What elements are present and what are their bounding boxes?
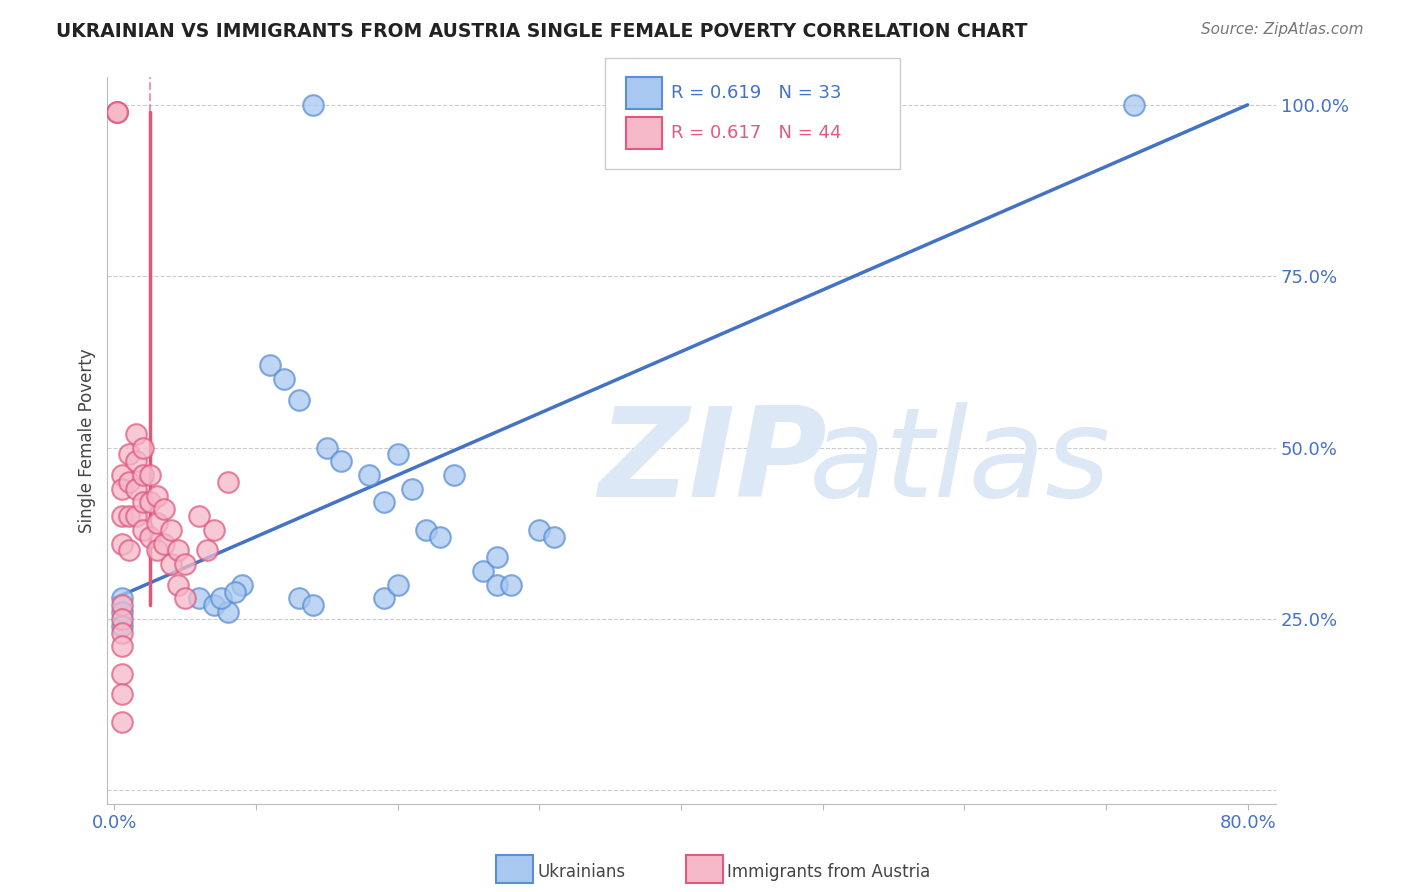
Point bbox=[316, 441, 339, 455]
Point bbox=[132, 523, 155, 537]
Point bbox=[529, 523, 551, 537]
Point bbox=[139, 530, 162, 544]
Point bbox=[110, 612, 132, 626]
Point bbox=[139, 495, 162, 509]
Point bbox=[160, 523, 183, 537]
Text: R = 0.619   N = 33: R = 0.619 N = 33 bbox=[671, 84, 841, 102]
Point bbox=[110, 687, 132, 701]
Point bbox=[110, 598, 132, 612]
Point bbox=[373, 591, 395, 606]
Point bbox=[125, 454, 148, 468]
Text: atlas: atlas bbox=[808, 402, 1111, 523]
Point bbox=[485, 577, 508, 591]
Text: UKRAINIAN VS IMMIGRANTS FROM AUSTRIA SINGLE FEMALE POVERTY CORRELATION CHART: UKRAINIAN VS IMMIGRANTS FROM AUSTRIA SIN… bbox=[56, 22, 1028, 41]
Point bbox=[1123, 98, 1146, 112]
Point bbox=[110, 714, 132, 729]
Point bbox=[105, 104, 128, 119]
Point bbox=[167, 577, 190, 591]
Point bbox=[117, 543, 139, 558]
Point bbox=[174, 591, 197, 606]
Point bbox=[174, 557, 197, 571]
Point bbox=[117, 447, 139, 461]
Point bbox=[259, 359, 281, 373]
Text: R = 0.617   N = 44: R = 0.617 N = 44 bbox=[671, 124, 841, 142]
Point bbox=[202, 523, 225, 537]
Point bbox=[110, 625, 132, 640]
Point bbox=[387, 577, 409, 591]
Point bbox=[110, 591, 132, 606]
Point bbox=[117, 509, 139, 524]
Point bbox=[110, 509, 132, 524]
Point bbox=[146, 489, 169, 503]
Point bbox=[146, 543, 169, 558]
Point bbox=[146, 516, 169, 530]
Point bbox=[110, 619, 132, 633]
Point bbox=[139, 467, 162, 482]
Point bbox=[401, 482, 423, 496]
Point bbox=[443, 467, 465, 482]
Text: Immigrants from Austria: Immigrants from Austria bbox=[727, 863, 931, 881]
Point bbox=[132, 495, 155, 509]
Point bbox=[387, 447, 409, 461]
Point bbox=[499, 577, 522, 591]
Point bbox=[217, 605, 239, 619]
Y-axis label: Single Female Poverty: Single Female Poverty bbox=[79, 349, 96, 533]
Text: Ukrainians: Ukrainians bbox=[537, 863, 626, 881]
Point bbox=[117, 475, 139, 489]
Point bbox=[188, 509, 211, 524]
Point bbox=[153, 502, 176, 516]
Point bbox=[195, 543, 218, 558]
Point bbox=[209, 591, 232, 606]
Point bbox=[224, 584, 246, 599]
Point bbox=[373, 495, 395, 509]
Point bbox=[153, 536, 176, 550]
Point bbox=[132, 467, 155, 482]
Point bbox=[485, 550, 508, 565]
Point bbox=[167, 543, 190, 558]
Point bbox=[231, 577, 253, 591]
Point bbox=[471, 564, 494, 578]
Point bbox=[110, 536, 132, 550]
Point bbox=[301, 598, 323, 612]
Point bbox=[543, 530, 565, 544]
Point bbox=[415, 523, 437, 537]
Point bbox=[330, 454, 353, 468]
Point bbox=[125, 426, 148, 441]
Point bbox=[217, 475, 239, 489]
Point bbox=[110, 605, 132, 619]
Point bbox=[110, 467, 132, 482]
Point bbox=[273, 372, 295, 386]
Text: Source: ZipAtlas.com: Source: ZipAtlas.com bbox=[1201, 22, 1364, 37]
Text: ZIP: ZIP bbox=[598, 402, 827, 523]
Point bbox=[202, 598, 225, 612]
Point bbox=[105, 104, 128, 119]
Point bbox=[110, 482, 132, 496]
Point bbox=[132, 441, 155, 455]
Point bbox=[287, 392, 309, 407]
Point bbox=[110, 640, 132, 654]
Point bbox=[125, 509, 148, 524]
Point bbox=[160, 557, 183, 571]
Point bbox=[105, 104, 128, 119]
Point bbox=[110, 666, 132, 681]
Point bbox=[359, 467, 381, 482]
Point bbox=[429, 530, 451, 544]
Point bbox=[125, 482, 148, 496]
Point bbox=[301, 98, 323, 112]
Point bbox=[188, 591, 211, 606]
Point bbox=[287, 591, 309, 606]
